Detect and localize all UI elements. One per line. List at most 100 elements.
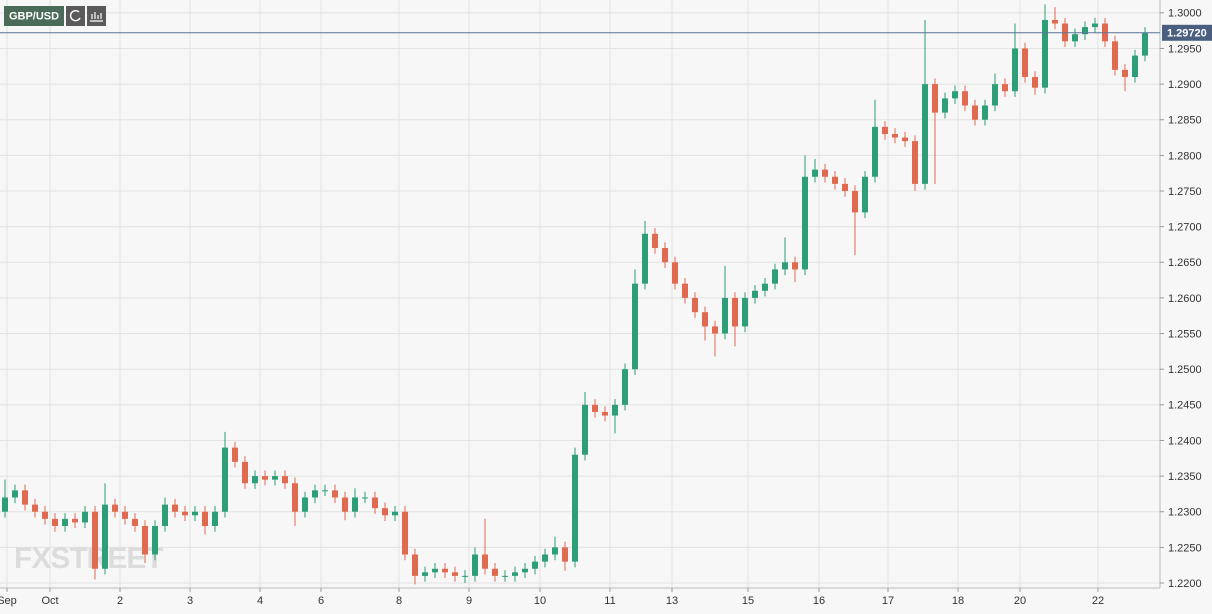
candle-body [352, 497, 358, 512]
candle-body [912, 141, 918, 184]
candle-body [1042, 19, 1048, 88]
candle-body [682, 283, 688, 298]
candle-body [1072, 34, 1078, 42]
candle-body [452, 572, 458, 576]
candle-body [112, 504, 118, 512]
candle-body [1052, 19, 1058, 24]
candle-body [722, 297, 728, 334]
candle-body [152, 525, 158, 555]
candle-body [1002, 84, 1008, 92]
candle-body [662, 248, 668, 263]
candle-body [992, 84, 998, 106]
symbol-toolbar: GBP/USD [4, 6, 106, 26]
candle-body [632, 283, 638, 370]
candle-body [902, 137, 908, 142]
y-tick-label: 1.2250 [1168, 542, 1202, 554]
x-tick-label: 10 [534, 595, 546, 607]
candle-body [1122, 69, 1128, 77]
candle-body [852, 191, 858, 213]
candle-body [972, 105, 978, 120]
candle-body [762, 283, 768, 291]
candle-body [1032, 76, 1038, 88]
candle-body [32, 504, 38, 512]
candle-body [612, 404, 618, 416]
grid [0, 0, 1160, 588]
candle-body [512, 572, 518, 576]
y-tick-label: 1.2400 [1168, 435, 1202, 447]
x-tick-label: 13 [666, 595, 678, 607]
candle-body [332, 490, 338, 498]
x-tick-label: Oct [41, 595, 58, 607]
x-tick-label: 11 [604, 595, 615, 607]
indicator-button[interactable] [87, 6, 106, 26]
candle-body [72, 518, 78, 523]
candle-body [342, 497, 348, 512]
candle-body [482, 554, 488, 569]
candle-body [582, 404, 588, 455]
candle-body [172, 504, 178, 512]
candle-body [492, 568, 498, 576]
candle-body [312, 490, 318, 498]
x-tick-label: 17 [882, 595, 894, 607]
y-tick-label: 1.2900 [1168, 79, 1202, 91]
indicator-icon [90, 12, 103, 22]
candle-body [42, 511, 48, 519]
candle-body [872, 126, 878, 177]
candle-body [882, 126, 888, 134]
candle-body [92, 511, 98, 569]
x-tick-label: 9 [466, 595, 472, 607]
refresh-button[interactable] [66, 6, 85, 26]
y-tick-label: 1.2800 [1168, 150, 1202, 162]
watermark: FXSTREET [14, 542, 163, 575]
candle-body [812, 169, 818, 177]
candle-body [842, 183, 848, 192]
candle-body [1132, 55, 1138, 77]
x-tick-label: 22 [1092, 595, 1104, 607]
y-tick-label: 1.2350 [1168, 471, 1202, 483]
candle-body [932, 84, 938, 113]
candle-body [472, 554, 478, 576]
candle-body [592, 404, 598, 412]
candle-body [182, 511, 188, 516]
candle-body [292, 483, 298, 512]
candle-body [892, 133, 898, 138]
candle-body [212, 511, 218, 526]
candle-body [952, 91, 958, 99]
y-tick-label: 1.2500 [1168, 364, 1202, 376]
refresh-icon [69, 9, 81, 22]
y-tick-label: 1.2200 [1168, 578, 1202, 590]
x-tick-label: Sep [0, 595, 17, 607]
x-tick-label: 8 [396, 595, 402, 607]
symbol-label: GBP/USD [9, 10, 59, 22]
candle-body [252, 476, 258, 484]
candle-body [372, 497, 378, 509]
symbol-box[interactable] [4, 6, 64, 26]
candle-body [692, 297, 698, 313]
candle-body [242, 461, 248, 484]
candle-body [732, 297, 738, 327]
candle-body [602, 411, 608, 416]
y-tick-label: 1.2600 [1168, 293, 1202, 305]
x-tick-label: 6 [318, 595, 324, 607]
y-tick-label: 1.2750 [1168, 186, 1202, 198]
candle-body [102, 504, 108, 569]
candle-body [862, 176, 868, 213]
candle-body [1112, 41, 1118, 70]
candle-body [642, 233, 648, 284]
candle-body [432, 568, 438, 573]
y-tick-label: 1.3000 [1168, 8, 1202, 20]
candle-body [622, 369, 628, 405]
candle-body [52, 518, 58, 526]
candle-body [572, 454, 578, 562]
candle-body [1012, 48, 1018, 92]
last-price-box [1162, 24, 1212, 41]
y-tick-label: 1.2650 [1168, 257, 1202, 269]
y-tick-label: 1.2850 [1168, 115, 1202, 127]
candle-body [162, 504, 168, 526]
x-tick-label: 2 [117, 595, 123, 607]
candle-body [502, 575, 508, 577]
candle-body [392, 511, 398, 516]
axes: 1.2200 1.2250 1.2300 1.2350 1.2400 1.2450 1.25… [0, 8, 1212, 607]
candle-body [922, 84, 928, 184]
